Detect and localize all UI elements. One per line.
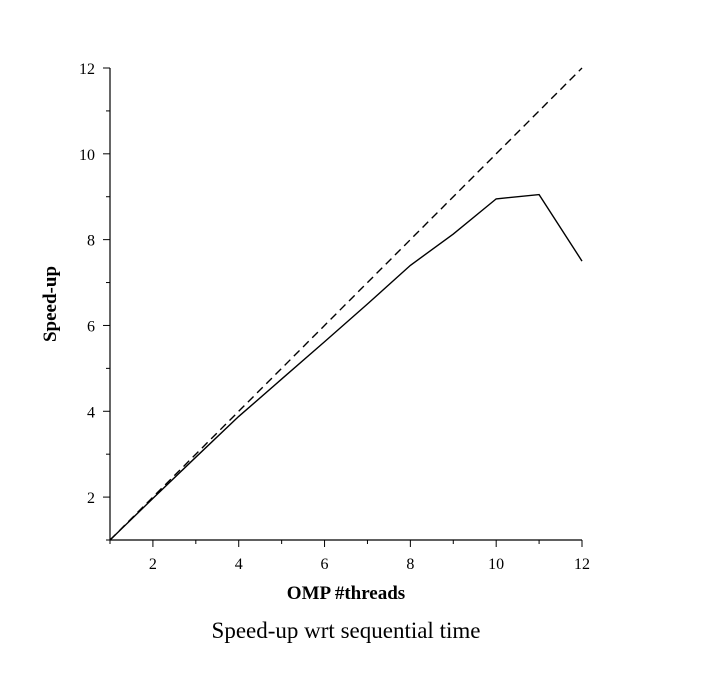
axes: 2 4 6 8 10 12 2 4 6 8 10 12 <box>79 61 590 573</box>
x-tick-label: 10 <box>488 556 504 573</box>
x-tick-label: 12 <box>574 556 590 573</box>
y-tick-label: 10 <box>79 147 95 164</box>
x-tick-label: 2 <box>149 556 157 573</box>
chart-caption: Speed-up wrt sequential time <box>212 618 481 643</box>
x-tick-label: 4 <box>235 556 243 573</box>
x-axis-title: OMP #threads <box>287 583 405 604</box>
y-tick-label: 6 <box>87 318 95 335</box>
ideal-speedup-line <box>109 67 583 541</box>
y-tick-label: 2 <box>87 490 95 507</box>
measured-speedup-line <box>109 193 583 541</box>
series-layer <box>109 67 583 541</box>
x-tick-label: 6 <box>321 556 329 573</box>
y-tick-label: 8 <box>87 233 95 250</box>
x-tick-label: 8 <box>406 556 414 573</box>
y-axis-title: Speed-up <box>40 266 61 342</box>
y-tick-label: 4 <box>87 404 95 421</box>
y-tick-label: 12 <box>79 61 95 78</box>
